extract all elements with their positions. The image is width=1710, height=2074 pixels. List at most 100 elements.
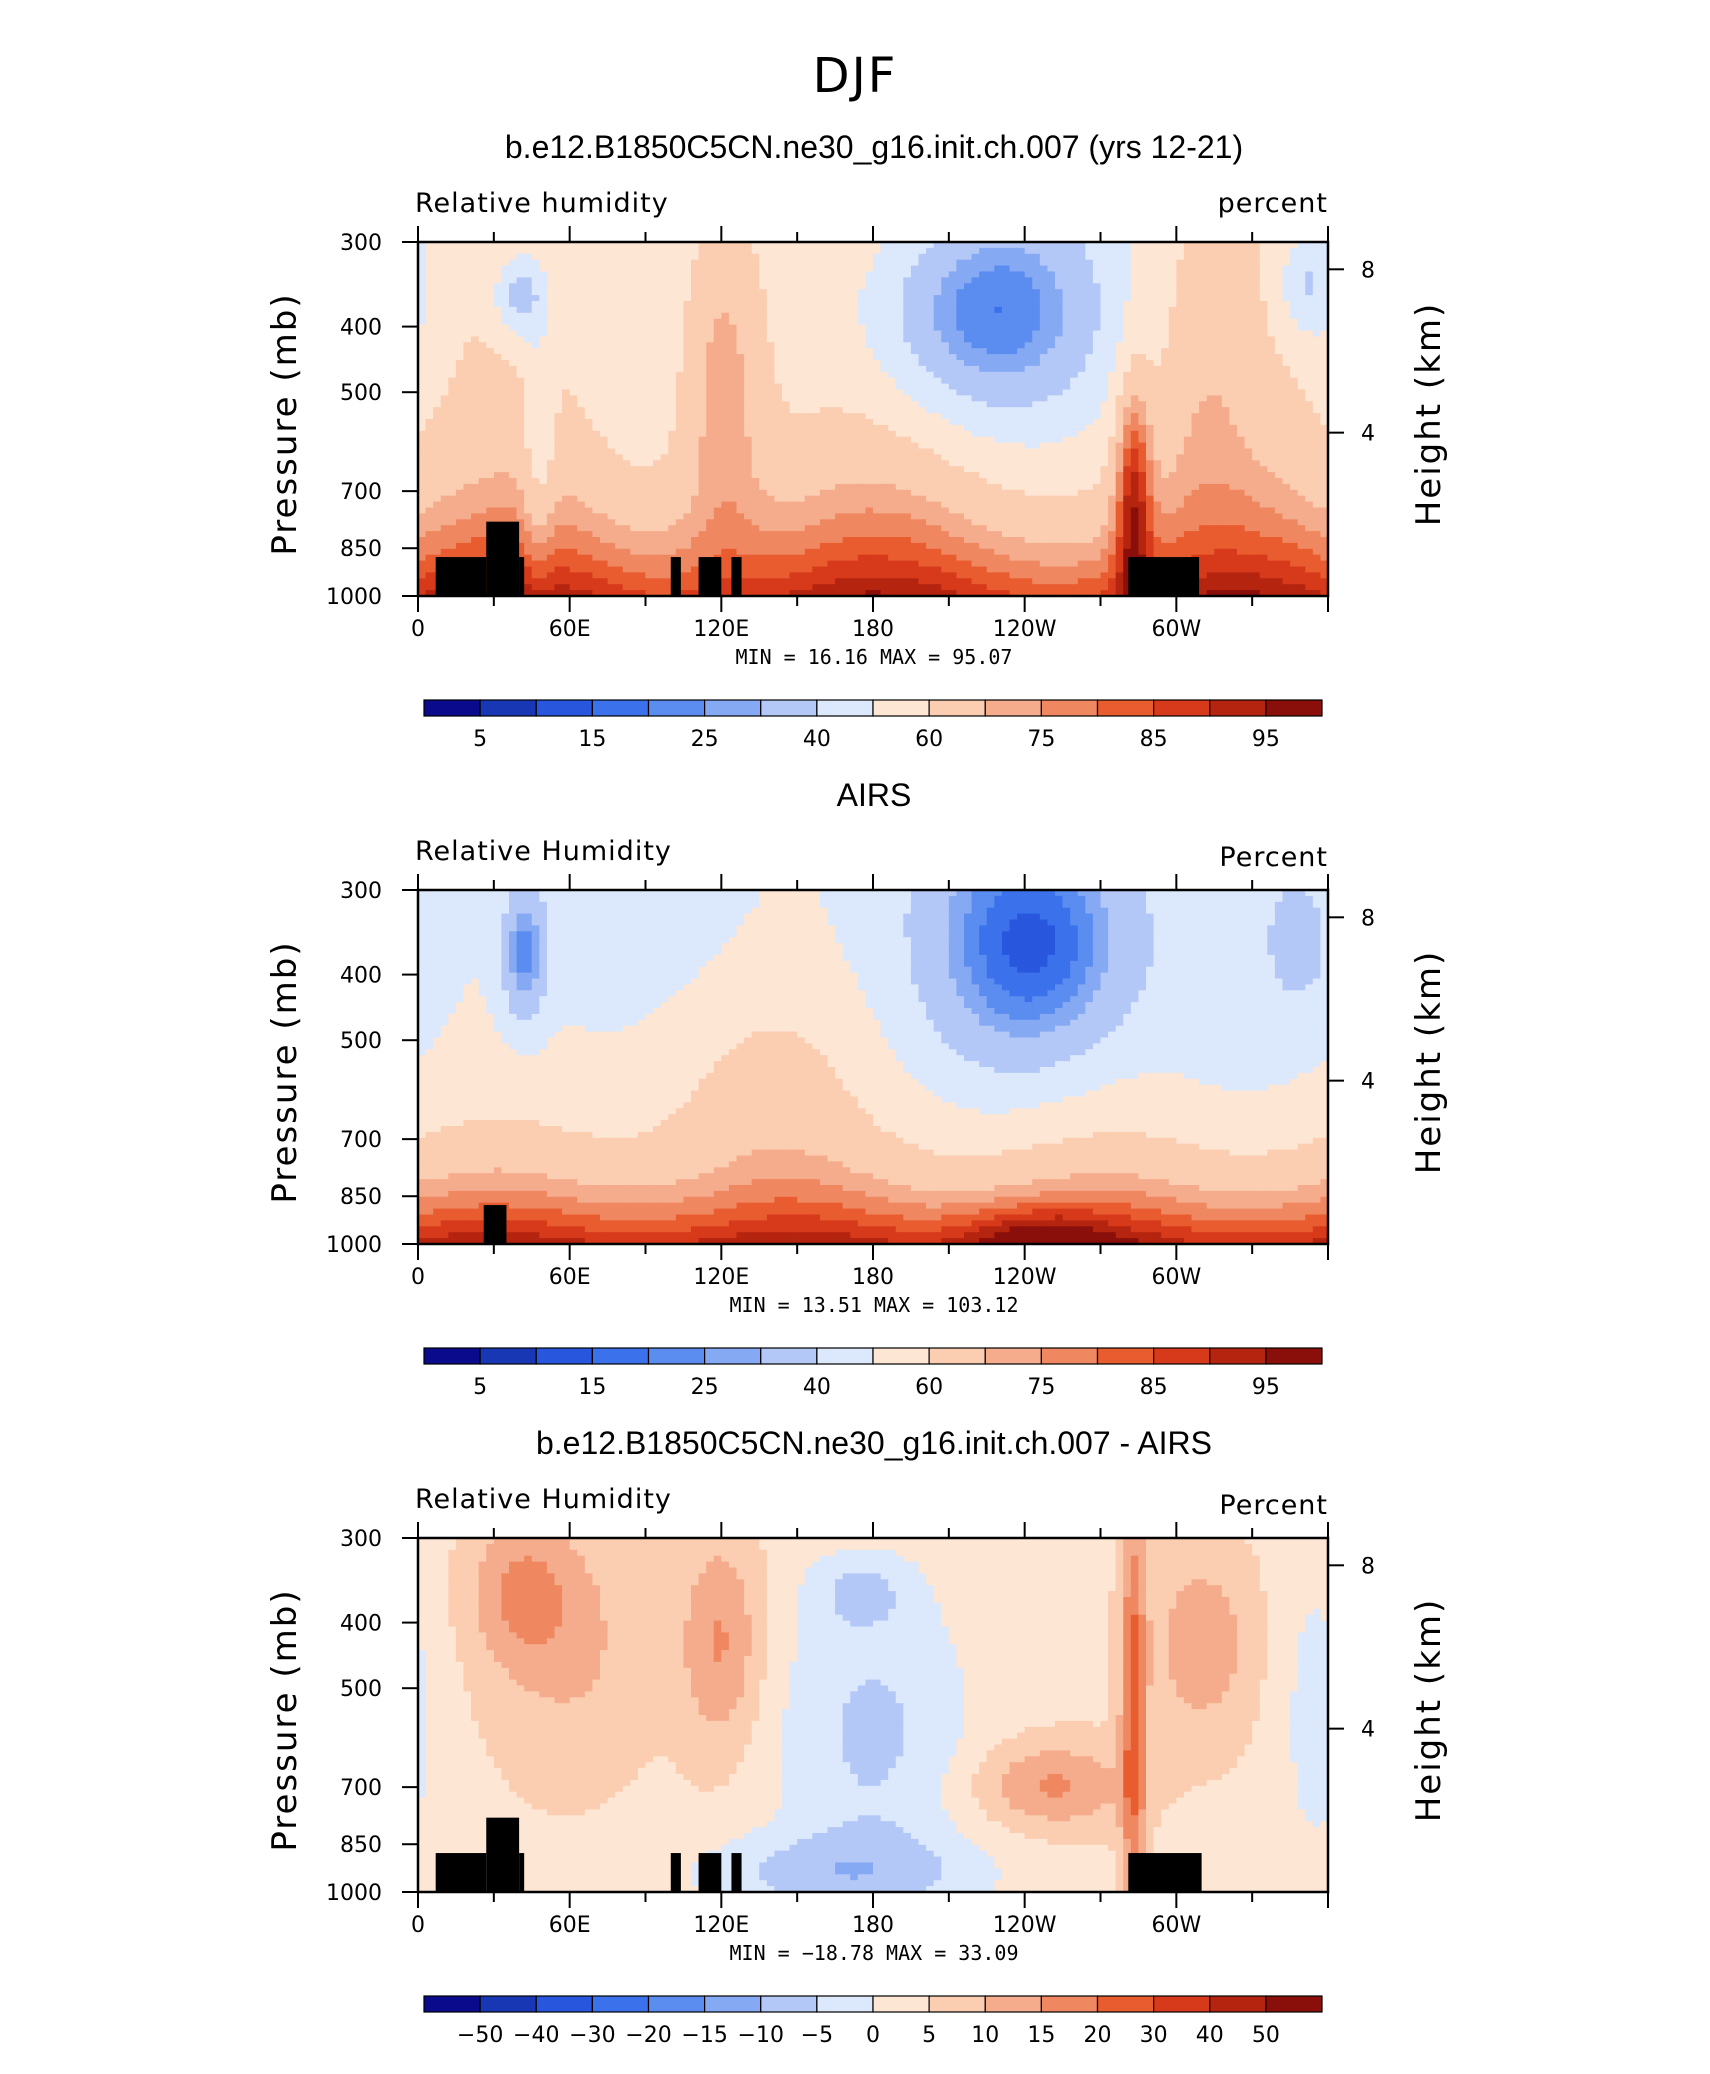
contour-cell <box>713 360 722 367</box>
contour-cell <box>637 430 647 438</box>
contour-cell <box>691 424 700 432</box>
contour-cell <box>1191 336 1200 343</box>
contour-cell <box>554 306 563 314</box>
contour-cell <box>918 295 927 302</box>
contour-cell <box>516 360 525 367</box>
contour-cell <box>706 383 715 391</box>
contour-cell <box>910 342 920 349</box>
contour-cell <box>986 318 995 326</box>
contour-cell <box>1259 383 1268 391</box>
contour-cell <box>933 383 942 391</box>
contour-cell <box>1138 377 1147 385</box>
contour-cell <box>1161 430 1170 438</box>
contour-cell <box>1146 460 1155 467</box>
contour-cell <box>524 424 533 432</box>
contour-cell <box>1214 371 1223 379</box>
contour-cell <box>903 336 912 343</box>
contour-cell <box>501 330 510 337</box>
contour-cell <box>1017 259 1026 267</box>
contour-cell <box>1176 306 1185 314</box>
contour-cell <box>888 283 897 290</box>
contour-cell <box>895 389 904 396</box>
contour-cell <box>933 424 942 432</box>
contour-cell <box>433 424 442 432</box>
contour-cell <box>1039 407 1049 414</box>
contour-cell <box>819 407 829 414</box>
contour-cell <box>782 365 791 373</box>
contour-cell <box>1244 472 1253 479</box>
contour-cell <box>1297 330 1306 337</box>
contour-cell <box>1274 324 1284 332</box>
contour-cell <box>797 348 806 355</box>
contour-cell <box>910 365 920 373</box>
contour-cell <box>584 383 594 391</box>
contour-cell <box>804 395 813 402</box>
contour-cell <box>1320 419 1329 426</box>
contour-cell <box>1176 478 1185 485</box>
contour-cell <box>971 247 980 255</box>
contour-cell <box>592 377 601 385</box>
contour-cell <box>1055 407 1064 414</box>
contour-cell <box>1229 354 1238 361</box>
contour-cell <box>1100 401 1109 408</box>
contour-cell <box>630 301 639 308</box>
contour-cell <box>1123 377 1132 385</box>
contour-cell <box>1206 401 1215 408</box>
contour-cell <box>653 242 662 249</box>
contour-cell <box>797 419 806 426</box>
contour-cell <box>683 460 692 467</box>
contour-cell <box>584 466 594 473</box>
contour-cell <box>531 436 540 444</box>
contour-cell <box>607 454 616 461</box>
contour-cell <box>600 407 609 414</box>
contour-cell <box>675 436 685 444</box>
contour-cell <box>721 342 730 349</box>
contour-cell <box>835 330 844 337</box>
contour-cell <box>1092 448 1102 455</box>
contour-cell <box>797 466 806 473</box>
contour-cell <box>1252 377 1261 385</box>
contour-cell <box>948 448 958 455</box>
contour-cell <box>804 448 813 455</box>
contour-cell <box>501 259 510 267</box>
contour-cell <box>691 454 700 461</box>
contour-cell <box>653 483 662 491</box>
contour-cell <box>1115 289 1124 296</box>
contour-cell <box>1130 377 1140 385</box>
contour-field <box>418 242 1329 597</box>
contour-cell <box>926 360 935 367</box>
contour-cell <box>918 360 927 367</box>
contour-cell <box>554 336 563 343</box>
contour-cell <box>1206 365 1215 373</box>
contour-cell <box>1290 430 1299 438</box>
contour-cell <box>698 306 707 314</box>
contour-cell <box>1001 354 1011 361</box>
contour-cell <box>948 413 958 420</box>
contour-cell <box>675 466 685 473</box>
contour-cell <box>1032 289 1041 296</box>
contour-cell <box>903 247 912 255</box>
contour-cell <box>569 460 578 467</box>
contour-cell <box>850 348 859 355</box>
contour-cell <box>880 277 889 284</box>
contour-cell <box>926 407 935 414</box>
contour-cell <box>562 383 571 391</box>
contour-cell <box>1176 342 1185 349</box>
contour-cell <box>691 242 700 249</box>
contour-cell <box>857 371 867 379</box>
contour-cell <box>653 342 662 349</box>
contour-cell <box>782 342 791 349</box>
contour-cell <box>903 371 912 379</box>
contour-cell <box>1077 312 1086 320</box>
contour-cell <box>418 377 427 385</box>
contour-cell <box>941 324 950 332</box>
contour-cell <box>1244 336 1253 343</box>
contour-cell <box>455 365 465 373</box>
contour-cell <box>1039 395 1049 402</box>
contour-cell <box>1032 466 1041 473</box>
contour-cell <box>1017 265 1026 273</box>
contour-cell <box>1290 324 1299 332</box>
contour-cell <box>1115 324 1124 332</box>
contour-cell <box>744 472 753 479</box>
contour-cell <box>812 377 821 385</box>
